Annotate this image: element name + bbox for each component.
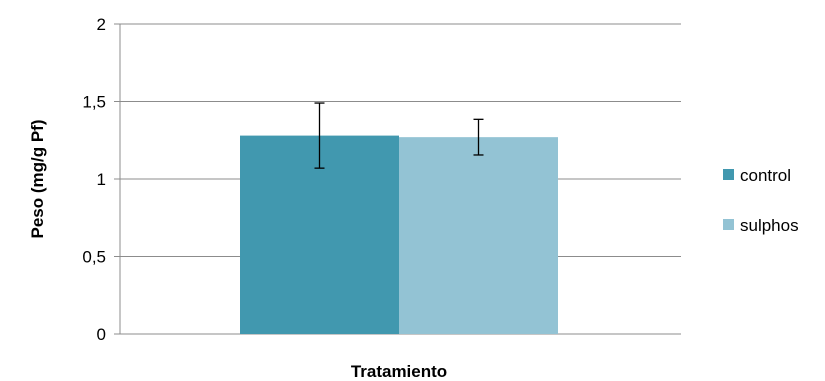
- y-tick-label: 0,5: [82, 248, 106, 267]
- y-axis-label: Peso (mg/g Pf): [28, 119, 47, 238]
- y-tick-label: 0: [97, 325, 106, 344]
- legend-label-sulphos: sulphos: [740, 216, 799, 235]
- y-tick-label: 1,5: [82, 93, 106, 112]
- legend-swatch-control: [723, 169, 734, 180]
- x-axis-label: Tratamiento: [351, 362, 447, 381]
- legend-label-control: control: [740, 166, 791, 185]
- legend: control sulphos: [723, 166, 799, 235]
- bars: [240, 135, 558, 334]
- bar-sulphos: [399, 137, 558, 334]
- y-tick-label: 1: [97, 170, 106, 189]
- y-tick-label: 2: [97, 15, 106, 34]
- legend-swatch-sulphos: [723, 219, 734, 230]
- y-axis-ticks: 0 0,5 1 1,5 2: [82, 15, 120, 344]
- error-bars: [314, 102, 484, 169]
